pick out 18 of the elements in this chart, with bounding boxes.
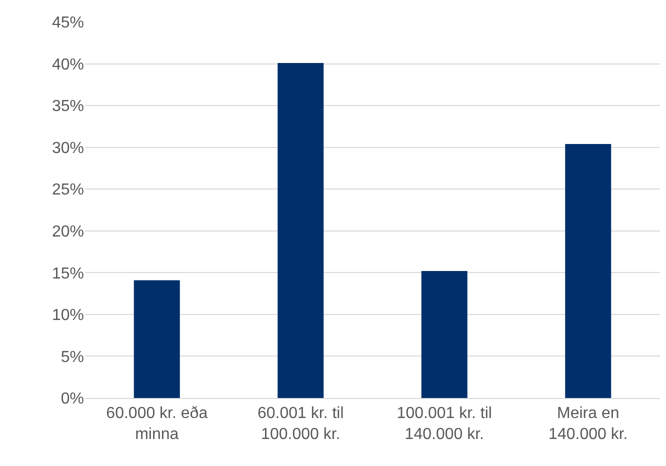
- x-tick-label: 60.001 kr. til 100.000 kr.: [257, 405, 344, 443]
- y-tick-label: 10%: [52, 307, 84, 324]
- bar: [421, 271, 468, 398]
- bar: [278, 62, 324, 398]
- bar: [134, 280, 180, 398]
- x-tick-label: 100.001 kr. til 140.000 kr.: [396, 405, 492, 443]
- x-tick-label: Meira en 140.000 kr.: [548, 405, 628, 443]
- y-tick-label: 0%: [60, 390, 84, 408]
- y-tick-label: 25%: [52, 182, 84, 199]
- y-tick-label: 20%: [52, 223, 84, 240]
- y-tick-label: 5%: [60, 348, 84, 366]
- x-tick-label: 60.000 kr. eða minna: [106, 405, 208, 443]
- y-tick-label: 45%: [52, 14, 84, 32]
- y-tick-label: 30%: [52, 140, 84, 157]
- y-tick-label: 40%: [52, 56, 84, 74]
- y-tick-label: 35%: [52, 98, 84, 116]
- bar: [565, 144, 612, 398]
- y-tick-label: 15%: [52, 265, 84, 282]
